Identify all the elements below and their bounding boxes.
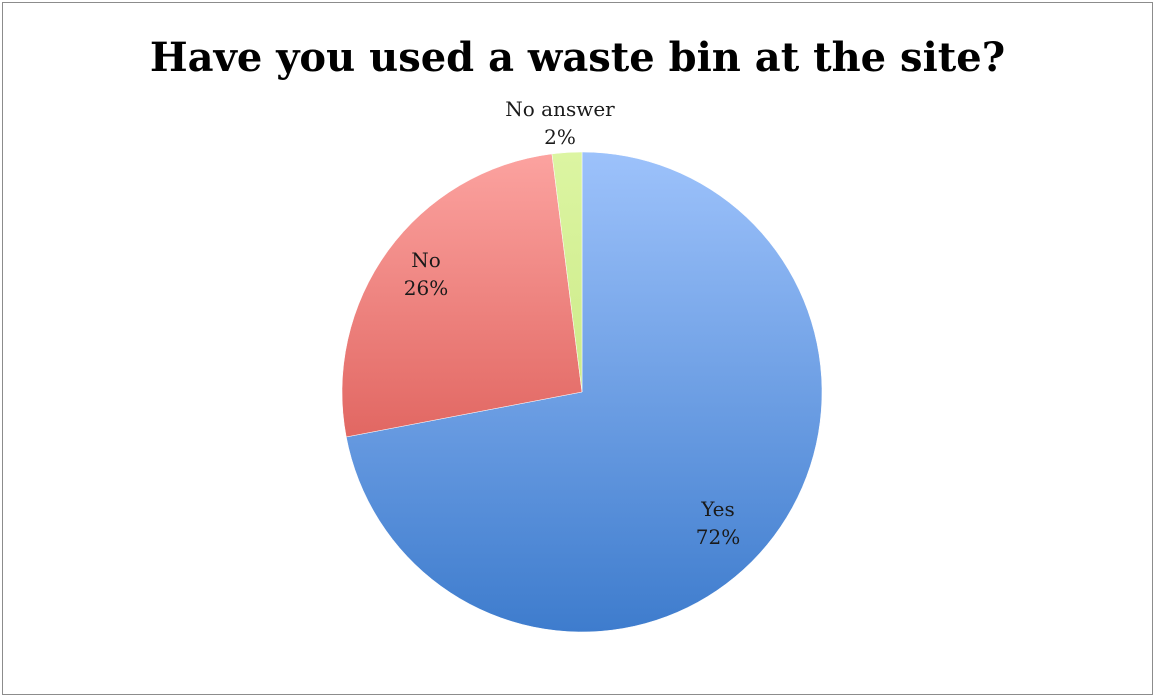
pie-slice-yes: [345, 151, 823, 633]
pie-slices: [341, 151, 823, 633]
slice-label-yes: Yes: [700, 497, 735, 521]
slice-label-no: No: [411, 248, 441, 272]
slice-value-yes: 72%: [696, 525, 740, 549]
pie-labels: Yes 72% No 26% No answer 2%: [404, 97, 740, 549]
slice-label-no-answer: No answer: [505, 97, 615, 121]
slice-value-no-answer: 2%: [544, 125, 576, 149]
pie-slice-no-answer: [551, 151, 583, 393]
chart-title: Have you used a waste bin at the site?: [149, 34, 1006, 81]
pie-slice-no: [341, 153, 583, 438]
slice-value-no: 26%: [404, 276, 448, 300]
